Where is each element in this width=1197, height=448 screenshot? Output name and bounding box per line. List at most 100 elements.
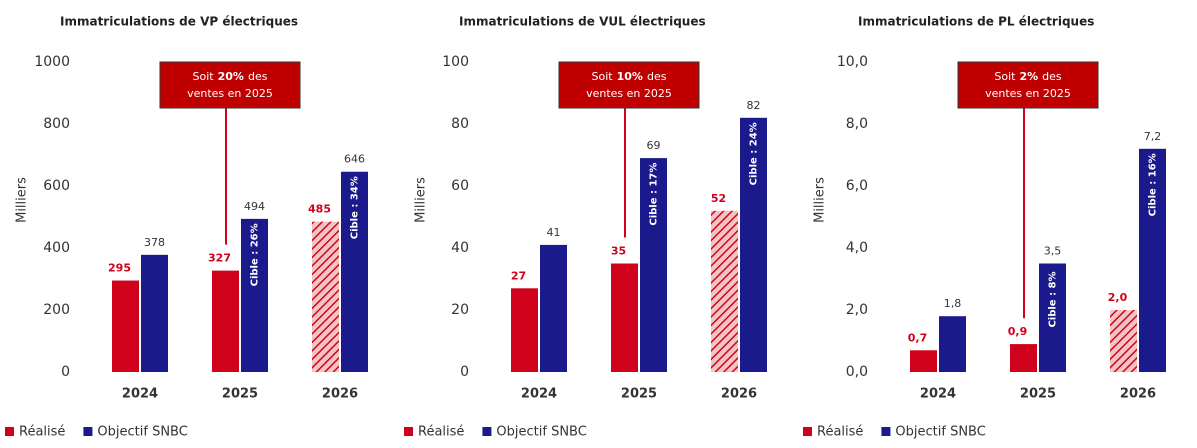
annotation-box [159,61,301,109]
y-axis-label: Milliers [414,177,429,223]
bar [112,280,139,372]
legend-label: Objectif SNBC [496,425,586,440]
inner-label: Cible : 26% [250,223,261,286]
annotation-part: Soit [193,70,215,83]
x-tick-label: 2026 [721,387,757,402]
inner-label: Cible : 16% [1148,153,1159,216]
y-tick-label: 400 [43,240,70,256]
y-tick-label: 10,0 [837,54,868,70]
data-label: 82 [747,99,761,112]
data-label: 0,9 [1008,325,1028,338]
data-label: 7,2 [1144,130,1162,143]
annotation-line: Soit 10% des [592,70,667,83]
annotation-part: 20% [218,70,244,83]
y-tick-label: 100 [442,54,469,70]
bar [212,270,239,372]
y-tick-label: 4,0 [846,240,868,256]
annotation-part: des [248,70,268,83]
annotation-box [957,61,1099,109]
annotation-line: Soit 2% des [994,70,1062,83]
annotation-line: ventes en 2025 [586,87,672,100]
data-label: 52 [711,192,726,205]
y-tick-label: 0 [460,364,469,380]
data-label: 646 [344,153,365,166]
data-label: 1,8 [944,297,962,310]
bar [740,117,767,372]
bar [341,171,368,372]
data-label: 494 [244,200,265,213]
data-label: 41 [547,226,561,239]
data-label: 69 [647,139,661,152]
legend-swatch [5,427,14,436]
bar [1039,263,1066,372]
y-tick-label: 8,0 [846,116,868,132]
inner-label: Cible : 24% [749,122,760,185]
bar [711,210,738,372]
x-tick-label: 2025 [1020,387,1056,402]
x-tick-label: 2025 [621,387,657,402]
data-label: 0,7 [908,331,928,344]
x-tick-label: 2024 [122,387,158,402]
bar [312,221,339,372]
bar [939,316,966,372]
annotation-line: ventes en 2025 [985,87,1071,100]
y-axis-label: Milliers [813,177,828,223]
legend-swatch [404,427,413,436]
chart: Immatriculations de PL électriques Millie… [803,15,1166,440]
chart-title: Immatriculations de VP électriques [60,15,298,29]
legend-label: Réalisé [817,425,863,440]
x-tick-label: 2024 [521,387,557,402]
data-label: 295 [108,262,131,275]
chart-title: Immatriculations de VUL électriques [459,15,706,29]
data-label: 378 [144,236,165,249]
y-tick-label: 800 [43,116,70,132]
y-tick-label: 1000 [34,54,70,70]
annotation-part: des [647,70,667,83]
legend-swatch [83,427,93,436]
y-tick-label: 20 [451,302,469,318]
y-tick-label: 0 [61,364,70,380]
bar [640,158,667,372]
annotation-part: 2% [1019,70,1038,83]
y-tick-label: 200 [43,302,70,318]
annotation-box [558,61,700,109]
legend-label: Réalisé [418,425,464,440]
annotation-line: Soit 20% des [193,70,268,83]
x-tick-label: 2024 [920,387,956,402]
data-label: 485 [308,203,331,216]
legend-swatch [881,427,891,436]
legend-label: Réalisé [19,425,65,440]
y-tick-label: 2,0 [846,302,868,318]
inner-label: Cible : 34% [350,176,361,239]
annotation-part: Soit [994,70,1016,83]
bar [540,244,567,372]
x-tick-label: 2026 [1120,387,1156,402]
chart: Immatriculations de VP électriques Millie… [5,15,368,440]
annotation-part: Soit [592,70,614,83]
annotation-line: ventes en 2025 [187,87,273,100]
bar [1010,344,1037,372]
y-tick-label: 6,0 [846,178,868,194]
bar [511,288,538,372]
data-label: 2,0 [1108,291,1128,304]
legend-swatch [482,427,492,436]
y-tick-label: 80 [451,116,469,132]
bar [1110,310,1137,372]
bar [241,218,268,372]
x-tick-label: 2025 [222,387,258,402]
legend-label: Objectif SNBC [97,425,187,440]
data-label: 27 [511,269,526,282]
bar [910,350,937,372]
y-tick-label: 600 [43,178,70,194]
annotation-part: 10% [617,70,643,83]
x-tick-label: 2026 [322,387,358,402]
annotation-part: des [1042,70,1062,83]
y-tick-label: 60 [451,178,469,194]
y-tick-label: 40 [451,240,469,256]
inner-label: Cible : 17% [649,163,660,226]
legend-swatch [803,427,812,436]
inner-label: Cible : 8% [1048,271,1059,327]
bar [611,263,638,372]
bar [1139,148,1166,372]
